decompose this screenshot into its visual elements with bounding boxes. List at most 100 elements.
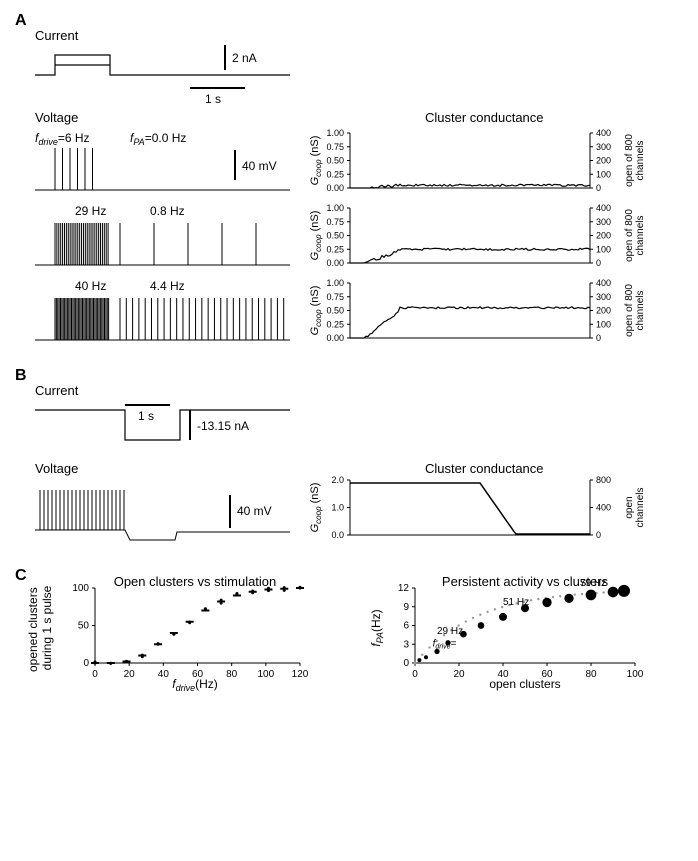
svg-text:20: 20 (453, 669, 465, 680)
current-trace-b: 1 s -13.15 nA (35, 405, 290, 440)
svg-text:400: 400 (596, 503, 611, 513)
svg-text:0.50: 0.50 (326, 306, 344, 316)
svg-text:Gcoop (nS): Gcoop (nS) (309, 286, 323, 336)
svg-text:200: 200 (596, 156, 611, 166)
voltage-label-b: Voltage (35, 461, 78, 476)
svg-text:3: 3 (403, 639, 409, 650)
svg-text:0: 0 (596, 530, 601, 540)
svg-text:-13.15 nA: -13.15 nA (197, 419, 249, 433)
conductance-row-2: 0.00 0.25 0.50 0.75 1.00 0 100 200 300 400 Gcoop (… (309, 203, 646, 268)
plot-c-right: Persistent activity vs clusters 02040608… (369, 574, 644, 691)
svg-text:2.0: 2.0 (331, 475, 344, 485)
svg-text:51 Hz: 51 Hz (503, 597, 529, 608)
scale-current-a: 2 nA (232, 51, 257, 65)
svg-text:0.00: 0.00 (326, 258, 344, 268)
svg-text:open clusters: open clusters (489, 677, 560, 691)
panel-b-label: B (15, 367, 27, 384)
svg-text:29 Hz: 29 Hz (75, 204, 106, 218)
svg-text:Gcoop (nS): Gcoop (nS) (309, 136, 323, 186)
svg-text:0: 0 (403, 658, 409, 669)
svg-text:300: 300 (596, 217, 611, 227)
svg-text:12: 12 (398, 583, 410, 594)
svg-text:4.4 Hz: 4.4 Hz (150, 279, 185, 293)
svg-text:Gcoop (nS): Gcoop (nS) (309, 483, 323, 533)
svg-text:100: 100 (596, 169, 611, 179)
svg-text:50: 50 (78, 621, 90, 632)
svg-text:9: 9 (403, 602, 409, 613)
current-label-b: Current (35, 383, 79, 398)
conductance-row-1: 0.00 0.25 0.50 0.75 1.00 0 100 200 300 400 Gcoop (… (309, 128, 646, 193)
svg-text:300: 300 (596, 292, 611, 302)
svg-text:100: 100 (596, 244, 611, 254)
svg-text:0.75: 0.75 (326, 217, 344, 227)
svg-text:fdrive=6 Hz: fdrive=6 Hz (35, 131, 90, 147)
svg-text:0.50: 0.50 (326, 156, 344, 166)
svg-text:120: 120 (292, 669, 309, 680)
svg-text:0.75: 0.75 (326, 142, 344, 152)
figure-svg: A Current 2 nA 1 s Voltage Cluster condu… (10, 10, 688, 846)
voltage-row-2: 29 Hz 0.8 Hz (35, 204, 290, 265)
svg-text:0.75: 0.75 (326, 292, 344, 302)
svg-text:100: 100 (627, 669, 644, 680)
svg-text:29 Hz: 29 Hz (437, 626, 463, 637)
svg-text:0.00: 0.00 (326, 333, 344, 343)
svg-text:1.00: 1.00 (326, 203, 344, 213)
svg-text:80: 80 (585, 669, 597, 680)
svg-text:0.00: 0.00 (326, 183, 344, 193)
svg-text:1 s: 1 s (138, 409, 154, 423)
svg-text:0: 0 (596, 183, 601, 193)
svg-text:openchannels: openchannels (624, 487, 646, 527)
panel-a-label: A (15, 12, 27, 29)
voltage-row-1: fdrive=6 Hz fPA=0.0 Hz 40 mV (35, 131, 290, 190)
svg-text:0.25: 0.25 (326, 244, 344, 254)
svg-text:fPA(Hz): fPA(Hz) (369, 609, 385, 646)
svg-text:400: 400 (596, 128, 611, 138)
c-left-ylabel-2: during 1 s pulse (40, 585, 54, 670)
svg-text:300: 300 (596, 142, 611, 152)
svg-text:open of 800channels: open of 800channels (624, 209, 646, 262)
svg-text:0.0: 0.0 (331, 530, 344, 540)
svg-text:79 Hz: 79 Hz (580, 578, 606, 589)
svg-text:0.25: 0.25 (326, 169, 344, 179)
svg-text:Open clusters vs stimulation: Open clusters vs stimulation (114, 574, 277, 589)
svg-text:80: 80 (226, 669, 238, 680)
current-trace-a: 2 nA 1 s (35, 45, 290, 106)
svg-text:100: 100 (257, 669, 274, 680)
svg-text:200: 200 (596, 231, 611, 241)
current-label-a: Current (35, 28, 79, 43)
svg-text:open of 800channels: open of 800channels (624, 134, 646, 187)
svg-text:100: 100 (596, 319, 611, 329)
voltage-trace-b: 40 mV (35, 490, 290, 540)
svg-text:0.50: 0.50 (326, 231, 344, 241)
svg-text:fPA=0.0 Hz: fPA=0.0 Hz (130, 131, 186, 147)
svg-text:0.25: 0.25 (326, 319, 344, 329)
svg-text:0: 0 (83, 658, 89, 669)
svg-text:0.8 Hz: 0.8 Hz (150, 204, 185, 218)
svg-text:0: 0 (596, 333, 601, 343)
voltage-label-a: Voltage (35, 110, 78, 125)
svg-text:40 Hz: 40 Hz (75, 279, 106, 293)
conductance-b: 0.0 1.0 2.0 0 400 800 Gcoop (nS) openchannels (309, 475, 646, 540)
scale-time-a: 1 s (205, 92, 221, 106)
c-left-ylabel-1: opened clusters (26, 587, 40, 672)
svg-text:0: 0 (596, 258, 601, 268)
svg-text:fdrive(Hz): fdrive(Hz) (172, 677, 218, 693)
svg-text:Gcoop (nS): Gcoop (nS) (309, 211, 323, 261)
cluster-label-b: Cluster conductance (425, 461, 544, 476)
svg-text:1.0: 1.0 (331, 503, 344, 513)
svg-text:0: 0 (412, 669, 418, 680)
svg-text:800: 800 (596, 475, 611, 485)
plot-c-left: Open clusters vs stimulation 02040608010… (26, 574, 309, 693)
svg-text:40 mV: 40 mV (242, 159, 277, 173)
svg-text:40: 40 (158, 669, 170, 680)
cluster-label-a: Cluster conductance (425, 110, 544, 125)
svg-text:100: 100 (72, 583, 89, 594)
conductance-row-3: 0.000.250.500.751.000100200300400Gcoop (… (309, 278, 646, 343)
svg-text:open of 800channels: open of 800channels (624, 284, 646, 337)
svg-text:1.00: 1.00 (326, 278, 344, 288)
svg-text:0: 0 (92, 669, 98, 680)
svg-text:400: 400 (596, 278, 611, 288)
svg-text:400: 400 (596, 203, 611, 213)
svg-text:1.00: 1.00 (326, 128, 344, 138)
voltage-row-3: 40 Hz 4.4 Hz (35, 279, 290, 340)
